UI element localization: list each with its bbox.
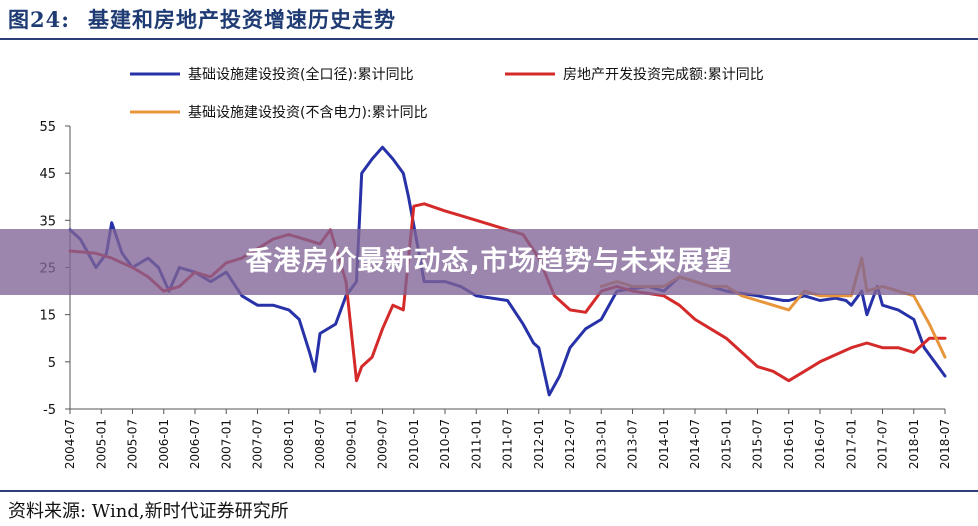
x-tick-label: 2005-01 [94,419,108,469]
y-tick-label: -5 [43,403,56,418]
source-note: 资料来源: Wind,新时代证券研究所 [8,501,289,522]
headline-text: 香港房价最新动态,市场趋势与未来展望 [245,246,733,277]
x-tick-label: 2016-01 [782,419,796,469]
x-tick-label: 2004-07 [63,419,77,469]
headline-banner [0,229,978,295]
figure-number: 图24: [8,7,70,32]
y-tick-label: 5 [48,356,56,371]
x-tick-label: 2018-07 [938,419,952,469]
x-tick-label: 2012-07 [563,419,577,469]
top-rule [0,38,978,40]
line-chart: 基础设施建设投资(全口径):累计同比 房地产开发投资完成额:累计同比基础设施建设投… [39,66,952,469]
x-tick-label: 2011-01 [469,419,483,469]
x-tick-label: 2010-01 [407,419,421,469]
x-tick-label: 2009-01 [344,419,358,469]
y-tick-label: 55 [39,120,56,135]
x-tick-label: 2010-07 [438,419,452,469]
chart-axes: -5515253545552004-072005-012005-072006-0… [39,120,952,469]
x-tick-label: 2008-01 [282,419,296,469]
x-tick-label: 2014-07 [688,419,702,469]
legend-label-3: 基础设施建设投资(不含电力):累计同比 [188,104,428,121]
bottom-rule [0,490,978,492]
x-tick-label: 2012-01 [532,419,546,469]
x-tick-label: 2015-01 [719,419,733,469]
x-tick-label: 2011-07 [501,419,515,469]
x-tick-label: 2005-07 [126,419,140,469]
legend-label-1: 基础设施建设投资(全口径):累计同比 [188,66,414,83]
chart-legend: 基础设施建设投资(全口径):累计同比 房地产开发投资完成额:累计同比基础设施建设投… [130,66,764,121]
x-tick-label: 2007-01 [219,419,233,469]
figure-title-text: 基建和房地产投资增速历史走势 [87,7,396,32]
x-tick-label: 2013-01 [594,419,608,469]
x-tick-label: 2009-07 [376,419,390,469]
x-tick-label: 2017-07 [876,419,890,469]
x-tick-label: 2016-07 [813,419,827,469]
y-tick-label: 35 [39,214,56,229]
x-tick-label: 2006-07 [188,419,202,469]
x-tick-label: 2006-01 [157,419,171,469]
x-tick-label: 2018-01 [907,419,921,469]
x-tick-label: 2015-07 [751,419,765,469]
x-tick-label: 2017-01 [844,419,858,469]
x-tick-label: 2014-01 [657,419,671,469]
y-tick-label: 45 [39,167,56,182]
figure-title: 图24: 基建和房地产投资增速历史走势 [8,4,396,34]
x-tick-label: 2007-07 [251,419,265,469]
x-tick-label: 2013-07 [626,419,640,469]
x-tick-label: 2008-07 [313,419,327,469]
legend-label-2: 房地产开发投资完成额:累计同比 [563,67,764,83]
y-tick-label: 15 [39,309,56,324]
